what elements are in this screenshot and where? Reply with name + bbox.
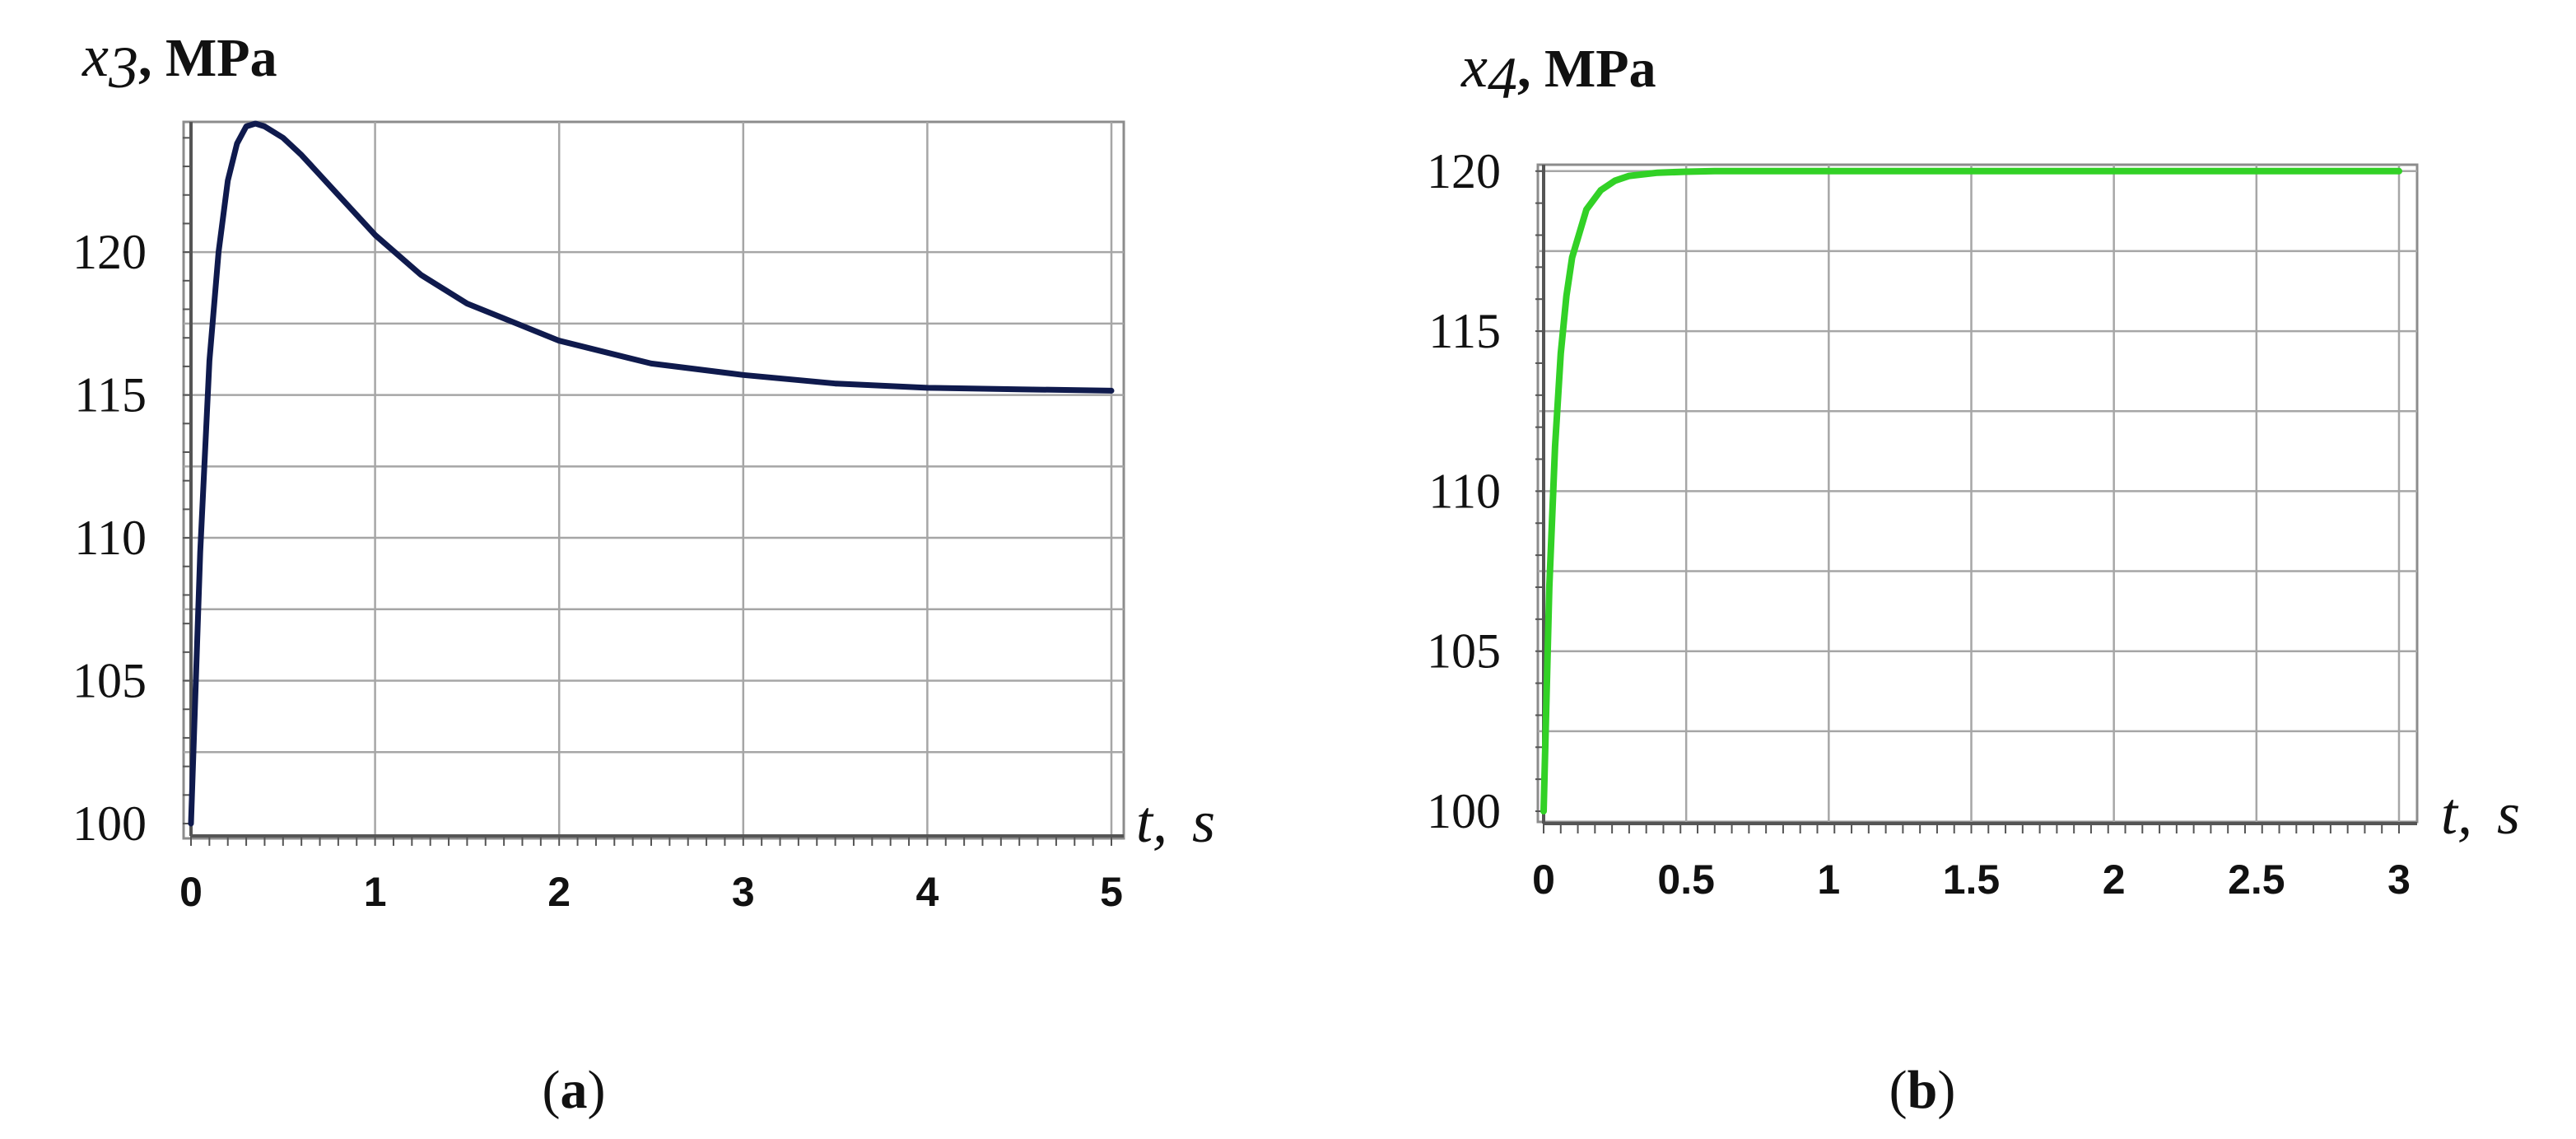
- panel-label: (b): [1889, 1060, 1956, 1120]
- y-tick-label: 100: [1427, 784, 1501, 838]
- plot-frame: [1536, 163, 2419, 824]
- x-tick-label: 3: [2387, 857, 2411, 903]
- x-tick-label: 2: [547, 869, 571, 915]
- x-tick-label: 1: [1817, 857, 1840, 903]
- x-tick-label: 2: [2103, 857, 2126, 903]
- chart-a: 100 105 110 115 120 0 1 2 3 4 5 x3, MPa t, s (a): [72, 23, 1215, 1120]
- x-tick-label: 2.5: [2228, 857, 2285, 903]
- x-tick-label: 3: [732, 869, 755, 915]
- x-tick-label: 0: [1532, 857, 1555, 903]
- y-tick-label: 120: [1427, 144, 1501, 198]
- panel-label: (a): [543, 1060, 606, 1120]
- y-tick-label: 105: [72, 654, 147, 708]
- chart-b: 100 105 110 115 120 0 0.5 1 1.5 2 2.5 3 x4, MPa t, s (b…: [1427, 34, 2520, 1120]
- y-tick-label: 105: [1427, 624, 1501, 679]
- x-axis-title: t, s: [1136, 789, 1215, 855]
- y-tick-label: 120: [72, 225, 147, 279]
- y-axis-title: x3, MPa: [82, 23, 277, 100]
- y-tick-label: 110: [74, 511, 147, 565]
- y-tick-label: 115: [1428, 304, 1501, 358]
- x-tick-label: 1.5: [1943, 857, 2001, 903]
- y-axis-title: x4, MPa: [1460, 34, 1656, 111]
- x-axis-title: t, s: [2441, 781, 2520, 847]
- x-tick-label: 5: [1100, 869, 1123, 915]
- y-tick-label: 115: [74, 368, 147, 422]
- series-line: [1540, 167, 2402, 815]
- y-tick-label: 110: [1428, 464, 1501, 518]
- series-line: [188, 120, 1115, 827]
- x-tick-label: 0.5: [1657, 857, 1715, 903]
- x-tick-label: 4: [915, 869, 939, 915]
- plot-frame: [182, 120, 1125, 840]
- x-tick-label: 1: [364, 869, 387, 915]
- y-tick-label: 100: [72, 796, 147, 851]
- x-tick-label: 0: [179, 869, 203, 915]
